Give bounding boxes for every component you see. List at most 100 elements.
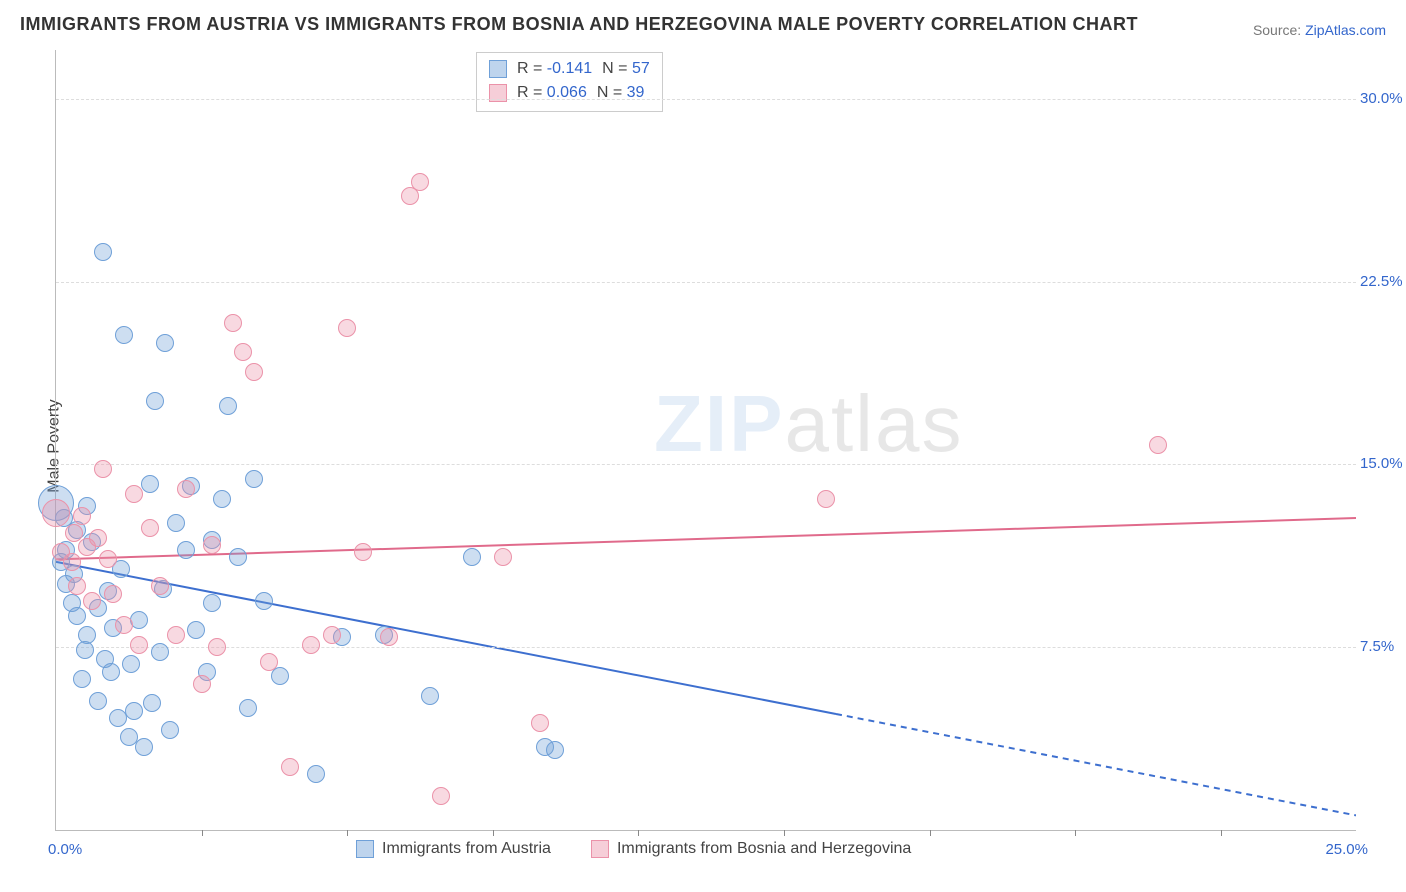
x-axis-min-label: 0.0% bbox=[48, 841, 82, 858]
data-point bbox=[167, 626, 185, 644]
watermark: ZIPatlas bbox=[654, 378, 963, 470]
y-tick-label: 7.5% bbox=[1360, 638, 1406, 655]
x-tick bbox=[202, 830, 203, 836]
series-legend: Immigrants from Austria Immigrants from … bbox=[356, 840, 911, 858]
data-point bbox=[411, 173, 429, 191]
data-point bbox=[1149, 436, 1167, 454]
gridline bbox=[56, 99, 1356, 100]
source: Source: ZipAtlas.com bbox=[1253, 22, 1386, 38]
data-point bbox=[141, 475, 159, 493]
watermark-bold: ZIP bbox=[654, 379, 784, 468]
data-point bbox=[219, 397, 237, 415]
correlation-legend: R = -0.141 N = 57 R = 0.066 N = 39 bbox=[476, 52, 663, 112]
x-tick bbox=[1075, 830, 1076, 836]
data-point bbox=[432, 787, 450, 805]
source-label: Source: bbox=[1253, 22, 1305, 38]
data-point bbox=[130, 611, 148, 629]
correlation-row-a: R = -0.141 N = 57 bbox=[489, 57, 650, 81]
swatch-series-a-icon bbox=[489, 60, 507, 78]
data-point bbox=[245, 363, 263, 381]
data-point bbox=[817, 490, 835, 508]
x-tick bbox=[347, 830, 348, 836]
source-name: ZipAtlas.com bbox=[1305, 22, 1386, 38]
data-point bbox=[156, 334, 174, 352]
data-point bbox=[104, 585, 122, 603]
legend-label-b: Immigrants from Bosnia and Herzegovina bbox=[617, 840, 911, 858]
data-point bbox=[89, 692, 107, 710]
data-point bbox=[151, 643, 169, 661]
x-tick bbox=[493, 830, 494, 836]
data-point bbox=[234, 343, 252, 361]
data-point bbox=[42, 499, 70, 527]
data-point bbox=[203, 594, 221, 612]
data-point bbox=[125, 485, 143, 503]
legend-item-a: Immigrants from Austria bbox=[356, 840, 551, 858]
data-point bbox=[255, 592, 273, 610]
legend-item-b: Immigrants from Bosnia and Herzegovina bbox=[591, 840, 911, 858]
data-point bbox=[239, 699, 257, 717]
data-point bbox=[94, 460, 112, 478]
data-point bbox=[63, 553, 81, 571]
data-point bbox=[177, 480, 195, 498]
data-point bbox=[281, 758, 299, 776]
x-tick bbox=[638, 830, 639, 836]
data-point bbox=[94, 243, 112, 261]
x-tick bbox=[930, 830, 931, 836]
data-point bbox=[177, 541, 195, 559]
data-point bbox=[130, 636, 148, 654]
data-point bbox=[68, 577, 86, 595]
swatch-series-a-icon bbox=[356, 840, 374, 858]
y-tick-label: 30.0% bbox=[1360, 90, 1406, 107]
data-point bbox=[380, 628, 398, 646]
data-point bbox=[143, 694, 161, 712]
data-point bbox=[260, 653, 278, 671]
y-tick-label: 22.5% bbox=[1360, 273, 1406, 290]
data-point bbox=[338, 319, 356, 337]
data-point bbox=[141, 519, 159, 537]
data-point bbox=[146, 392, 164, 410]
data-point bbox=[122, 655, 140, 673]
data-point bbox=[307, 765, 325, 783]
data-point bbox=[213, 490, 231, 508]
data-point bbox=[167, 514, 185, 532]
data-point bbox=[531, 714, 549, 732]
data-point bbox=[68, 607, 86, 625]
x-axis-max-label: 25.0% bbox=[1325, 841, 1368, 858]
chart-title: IMMIGRANTS FROM AUSTRIA VS IMMIGRANTS FR… bbox=[20, 14, 1138, 35]
data-point bbox=[125, 702, 143, 720]
data-point bbox=[354, 543, 372, 561]
data-point bbox=[161, 721, 179, 739]
watermark-thin: atlas bbox=[784, 379, 963, 468]
data-point bbox=[208, 638, 226, 656]
data-point bbox=[73, 670, 91, 688]
data-point bbox=[115, 616, 133, 634]
gridline bbox=[56, 282, 1356, 283]
n-label: N = bbox=[602, 60, 632, 77]
plot-area: ZIPatlas R = -0.141 N = 57 R = 0.066 N =… bbox=[55, 50, 1356, 831]
data-point bbox=[73, 507, 91, 525]
swatch-series-b-icon bbox=[591, 840, 609, 858]
x-tick bbox=[784, 830, 785, 836]
legend-label-a: Immigrants from Austria bbox=[382, 840, 551, 858]
data-point bbox=[463, 548, 481, 566]
data-point bbox=[187, 621, 205, 639]
n-value: 57 bbox=[632, 60, 650, 77]
data-point bbox=[302, 636, 320, 654]
data-point bbox=[193, 675, 211, 693]
data-point bbox=[323, 626, 341, 644]
data-point bbox=[245, 470, 263, 488]
r-value: -0.141 bbox=[547, 60, 592, 77]
data-point bbox=[494, 548, 512, 566]
data-point bbox=[229, 548, 247, 566]
data-point bbox=[115, 326, 133, 344]
data-point bbox=[78, 626, 96, 644]
data-point bbox=[271, 667, 289, 685]
data-point bbox=[546, 741, 564, 759]
data-point bbox=[421, 687, 439, 705]
x-tick bbox=[1221, 830, 1222, 836]
y-tick-label: 15.0% bbox=[1360, 455, 1406, 472]
data-point bbox=[224, 314, 242, 332]
gridline bbox=[56, 464, 1356, 465]
data-point bbox=[203, 536, 221, 554]
data-point bbox=[102, 663, 120, 681]
